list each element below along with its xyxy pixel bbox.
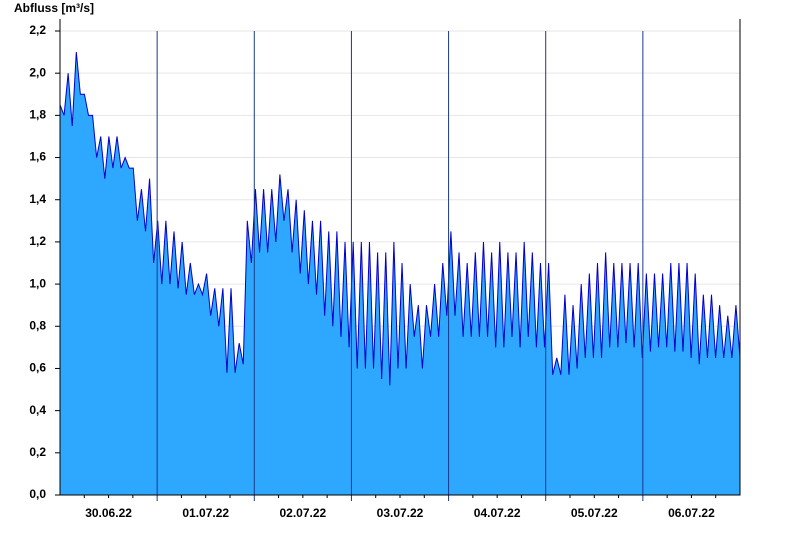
y-tick-label: 0,0 — [29, 487, 46, 501]
x-tick-label: 04.07.22 — [474, 506, 521, 520]
x-tick-label: 06.07.22 — [668, 506, 715, 520]
line — [59, 52, 741, 386]
y-tick-label: 1,0 — [29, 276, 46, 290]
x-tick-label: 02.07.22 — [279, 506, 326, 520]
x-tick-label: 05.07.22 — [571, 506, 618, 520]
y-tick-label: 2,0 — [29, 65, 46, 79]
x-tick-label: 30.06.22 — [85, 506, 132, 520]
y-tick-label: 1,8 — [29, 108, 46, 122]
area — [60, 52, 740, 496]
chart-title: Abfluss [m³/s] — [14, 1, 94, 15]
y-tick-label: 1,6 — [29, 150, 46, 164]
y-tick-label: 0,4 — [29, 403, 46, 417]
axis-frame — [59, 19, 741, 496]
y-tick-label: 1,2 — [29, 234, 46, 248]
x-tick-label: 01.07.22 — [182, 506, 229, 520]
y-tick-label: 1,4 — [29, 192, 46, 206]
y-tick-label: 0,6 — [29, 361, 46, 375]
y-tick-label: 0,8 — [29, 318, 46, 332]
y-tick-label: 0,2 — [29, 445, 46, 459]
x-tick-label: 03.07.22 — [377, 506, 424, 520]
y-tick-label: 2,2 — [29, 23, 46, 37]
